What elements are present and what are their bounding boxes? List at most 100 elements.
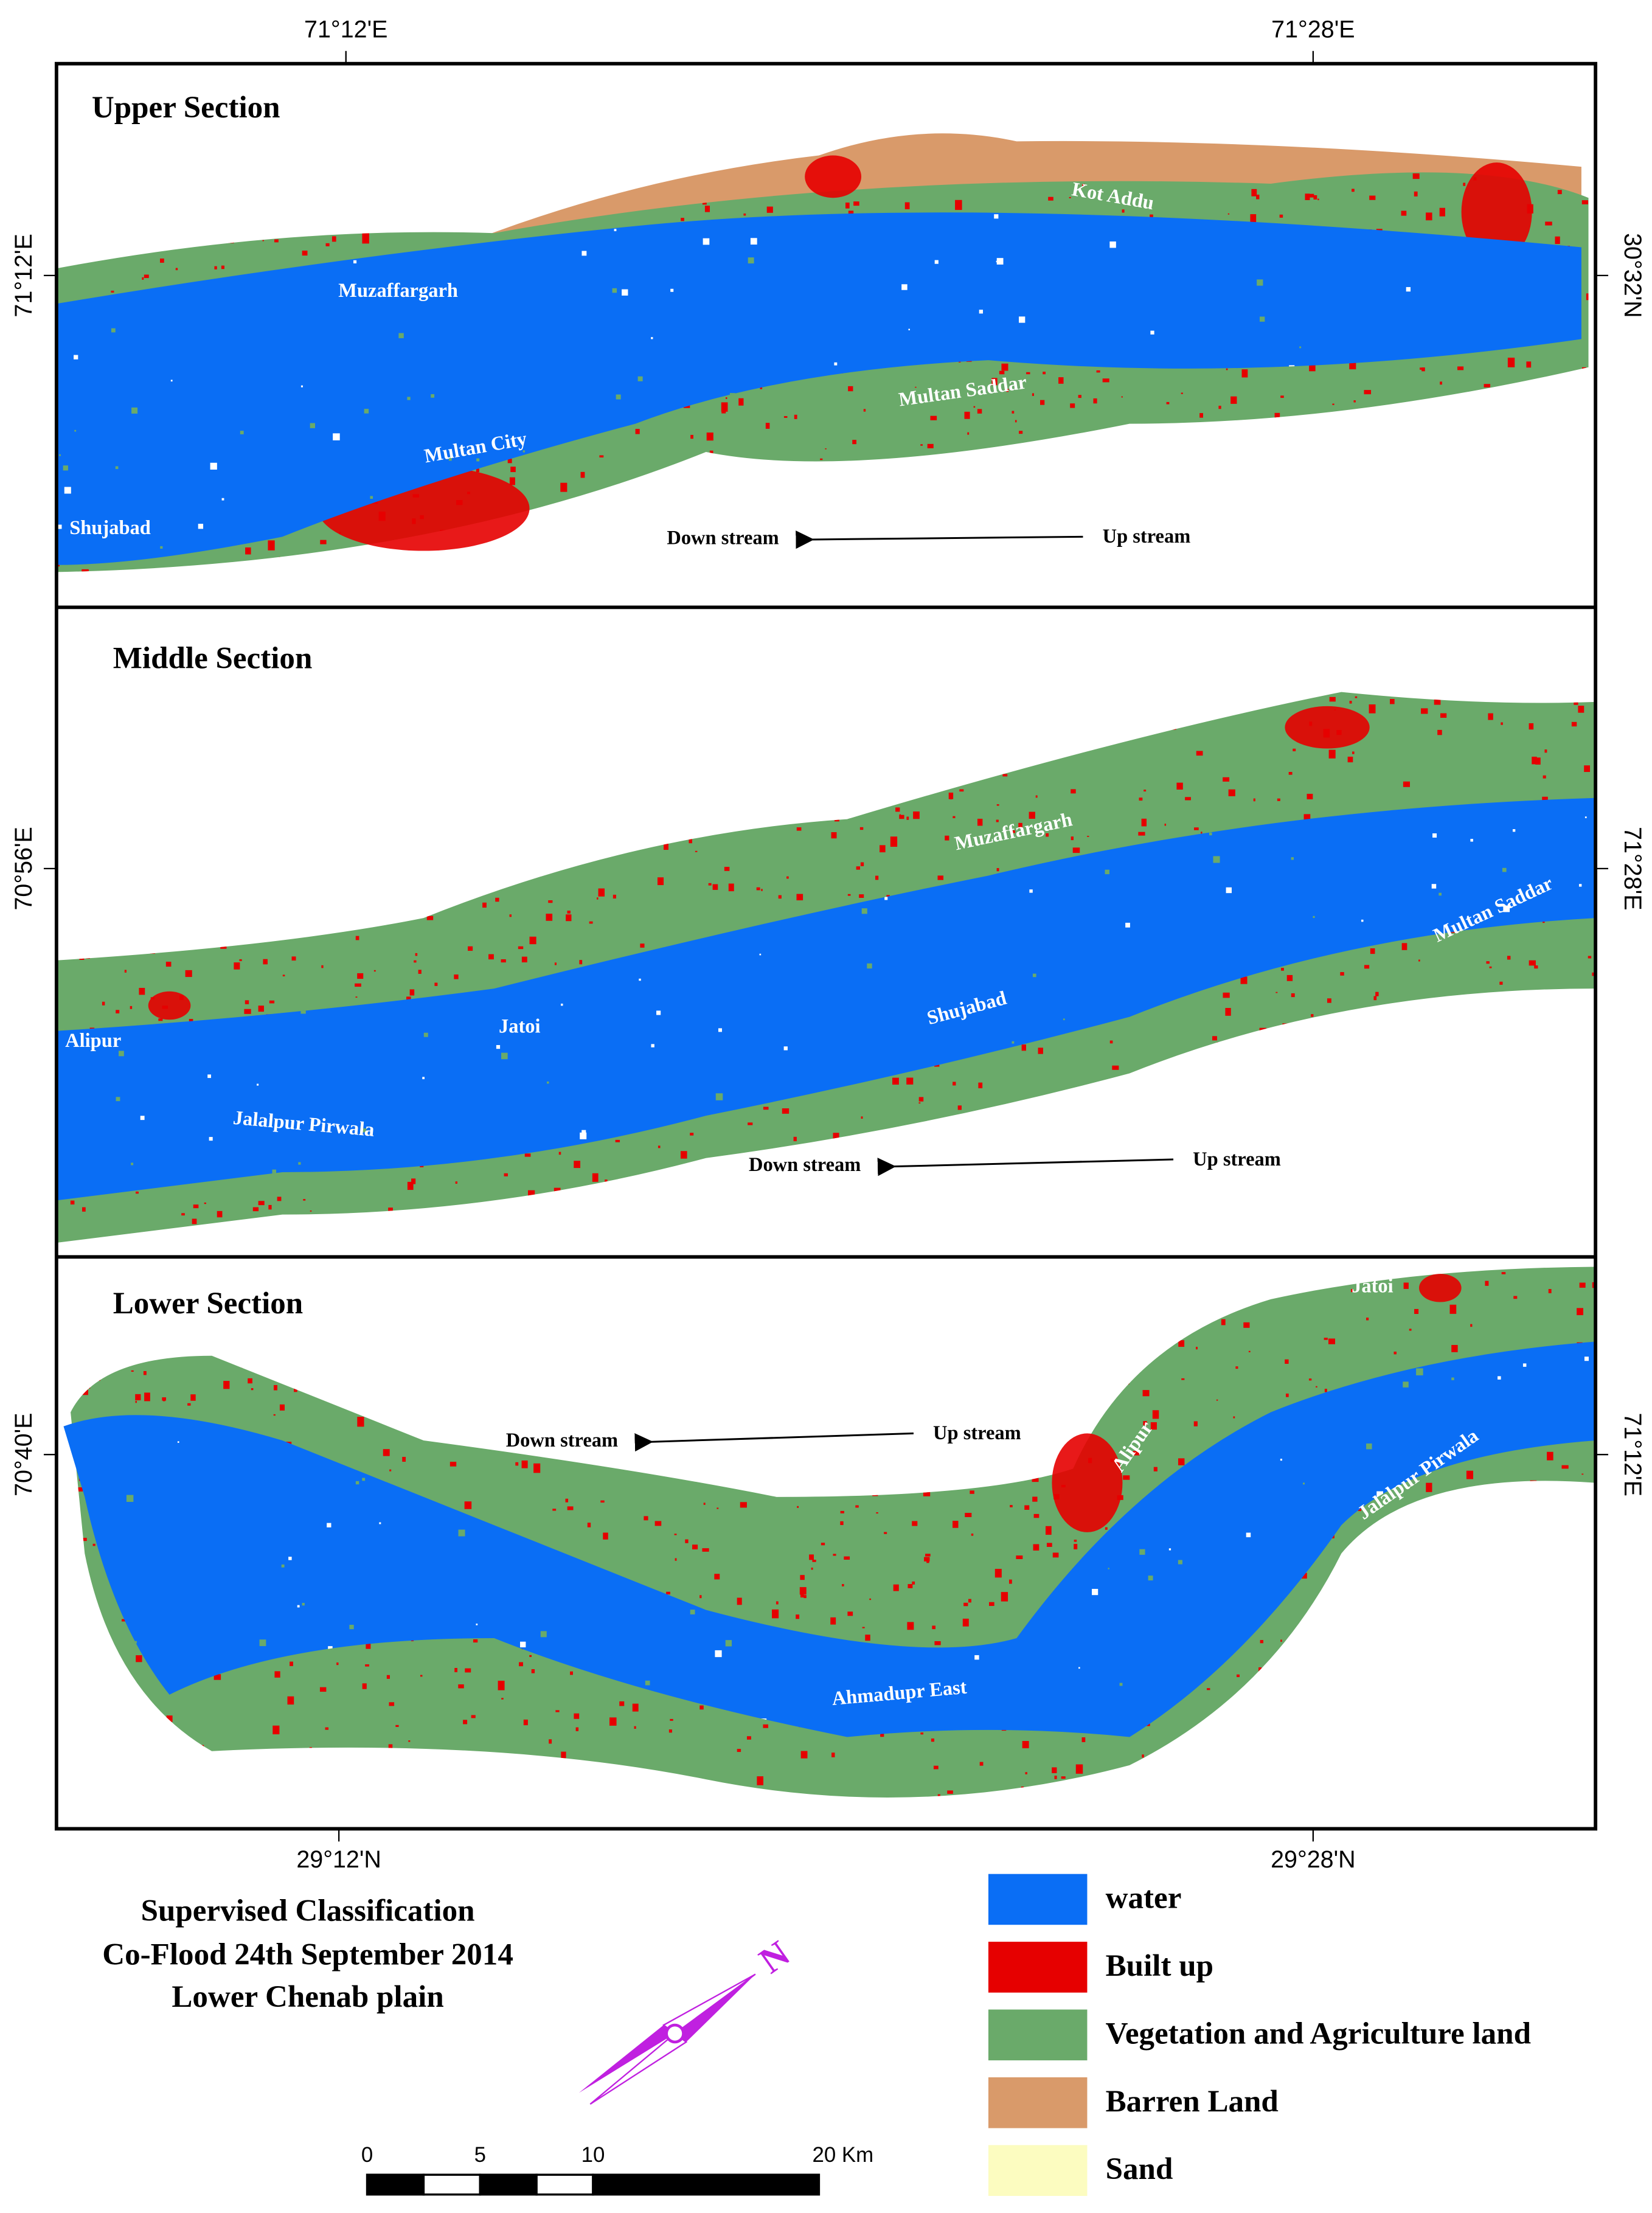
built-up-speck: [1253, 798, 1255, 802]
built-up-speck: [1532, 756, 1537, 765]
built-up-speck: [893, 1584, 899, 1591]
built-up-speck: [635, 429, 640, 434]
coord-left: 70°56'E: [10, 827, 37, 910]
built-up-speck: [158, 1018, 163, 1021]
built-up-speck: [1437, 729, 1442, 735]
built-up-speck: [1369, 195, 1376, 200]
built-up-speck: [515, 1462, 519, 1466]
built-up-speck: [978, 1082, 983, 1088]
built-up-speck: [598, 888, 605, 897]
sand-speck: [750, 238, 757, 245]
sand-speck: [651, 337, 653, 339]
built-up-speck: [1286, 1393, 1289, 1397]
sand-speck: [1578, 884, 1582, 887]
built-up-speck: [1032, 393, 1034, 396]
sand-speck: [63, 465, 68, 471]
built-up-speck: [1592, 972, 1595, 976]
built-up-speck: [418, 970, 422, 974]
sand-speck: [501, 1052, 508, 1060]
sand-speck: [1029, 889, 1033, 893]
built-up-speck: [1308, 1378, 1312, 1381]
sand-speck: [1213, 856, 1220, 863]
sand-speck: [353, 260, 357, 263]
built-up-speck: [303, 1199, 306, 1201]
built-up-speck: [875, 875, 879, 880]
built-up-speck: [1181, 1378, 1185, 1380]
sand-speck: [111, 328, 116, 333]
built-up-speck: [1021, 1786, 1024, 1788]
built-up-speck: [1052, 1767, 1057, 1773]
built-up-speck: [1139, 797, 1143, 801]
sand-speck: [1512, 829, 1516, 832]
sand-speck: [725, 1640, 732, 1647]
sand-speck: [221, 498, 224, 501]
built-up-speck: [1507, 357, 1515, 367]
scale-segment: [479, 2173, 538, 2196]
scale-segment: [422, 2173, 482, 2196]
built-up-speck: [1574, 700, 1578, 705]
built-up-speck: [1221, 1319, 1226, 1325]
legend-swatch: [988, 2009, 1088, 2061]
sand-speck: [1439, 892, 1442, 896]
sand-speck: [177, 1441, 179, 1443]
built-up-speck: [395, 1725, 399, 1727]
built-up-speck: [1122, 209, 1125, 213]
sand-speck: [59, 454, 61, 456]
built-up-speck: [185, 970, 192, 978]
coord-right: 30°32'N: [1619, 233, 1646, 318]
built-up-speck: [599, 455, 604, 458]
built-up-speck: [811, 1568, 813, 1570]
built-up-speck: [699, 1595, 702, 1599]
built-up-speck: [924, 1557, 930, 1562]
built-up-speck: [1019, 431, 1023, 434]
built-up-speck: [82, 1207, 86, 1212]
built-up-speck: [523, 1719, 528, 1726]
built-up-speck: [1223, 777, 1230, 782]
built-up-speck: [546, 914, 553, 921]
sand-speck: [362, 1478, 366, 1481]
built-up-speck: [268, 1204, 272, 1210]
built-up-speck: [325, 243, 330, 246]
built-up-speck: [632, 1703, 639, 1712]
built-up-speck: [825, 448, 827, 450]
built-up-speck: [860, 862, 864, 866]
built-up-speck: [473, 1639, 478, 1643]
built-up-speck: [388, 1207, 393, 1211]
built-up-speck: [1256, 194, 1260, 200]
built-up-speck: [968, 1599, 971, 1603]
built-up-speck: [552, 1509, 557, 1511]
sand-speck: [298, 1162, 301, 1165]
built-up-speck: [213, 1674, 221, 1680]
built-up-speck: [1355, 696, 1358, 698]
built-up-speck: [507, 459, 512, 464]
built-up-speck: [510, 467, 516, 473]
built-up-speck: [904, 202, 910, 209]
built-up-speck: [1235, 1366, 1238, 1369]
built-up-speck: [533, 1463, 541, 1473]
built-up-speck: [1277, 798, 1280, 801]
sand-speck: [272, 1169, 277, 1174]
place-label: Shujabad: [69, 517, 151, 539]
built-up-speck: [1581, 1473, 1584, 1475]
built-up-speck: [812, 1560, 816, 1562]
built-up-speck: [863, 409, 866, 412]
built-up-speck: [1543, 775, 1546, 779]
built-up-speck: [692, 1544, 698, 1550]
sand-speck: [616, 394, 621, 400]
built-up-speck: [162, 1397, 167, 1401]
built-up-speck: [918, 1102, 921, 1104]
built-up-speck: [918, 1097, 924, 1102]
built-up-speck: [501, 959, 506, 963]
built-up-speck: [1353, 400, 1356, 403]
legend-swatch: [988, 2145, 1088, 2196]
built-up-speck: [217, 1211, 223, 1218]
legend-label: Barren Land: [1106, 2084, 1279, 2119]
built-up-speck: [948, 793, 954, 799]
built-up-speck: [139, 988, 145, 995]
built-up-speck: [1426, 212, 1432, 221]
built-up-speck: [634, 1726, 636, 1729]
place-label: Jatoi: [499, 1016, 541, 1038]
built-up-speck: [799, 1587, 807, 1595]
built-up-speck: [135, 1394, 141, 1400]
built-up-speck: [1586, 293, 1589, 301]
